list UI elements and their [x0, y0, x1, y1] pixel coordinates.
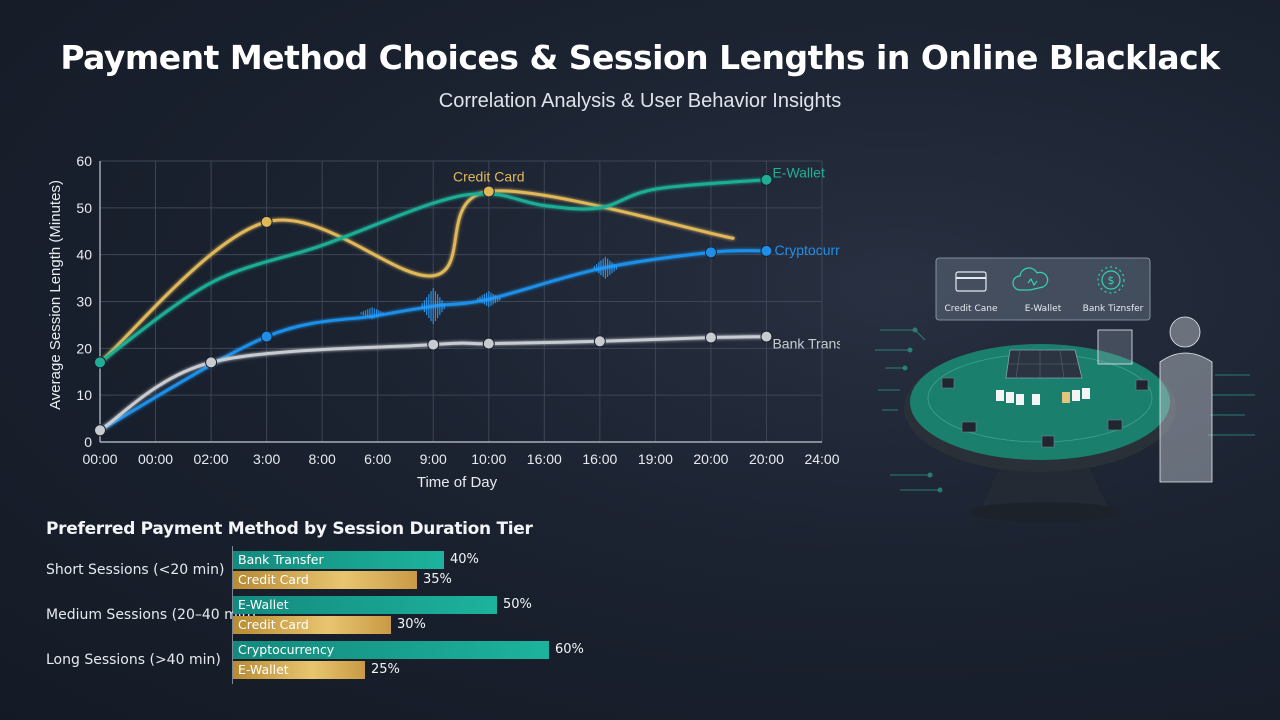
page-subtitle: Correlation Analysis & User Behavior Ins…	[438, 90, 842, 112]
svg-text:$: $	[1108, 274, 1115, 287]
y-axis-label: Average Session Length (Minutes)	[47, 180, 64, 410]
data-point-cryptocurrency	[760, 244, 773, 257]
y-tick-label: 10	[76, 387, 92, 403]
playing-cards	[996, 388, 1090, 405]
bar-method-label: E-Wallet	[238, 597, 289, 612]
avatar-figure	[1097, 316, 1213, 483]
data-point-credit-card	[260, 215, 273, 228]
series-label-bank-transfer: Bank Transfer	[772, 336, 840, 352]
y-tick-label: 50	[76, 200, 92, 216]
y-tick-label: 20	[76, 340, 92, 356]
bar-method-label: Credit Card	[238, 572, 309, 587]
credit-card-icon	[955, 271, 987, 292]
bar-credit-card: Credit Card	[233, 616, 391, 634]
x-tick-label: 16:00	[527, 451, 562, 467]
cloud-wallet-icon	[1012, 267, 1049, 291]
series-label-e-wallet: E-Wallet	[772, 165, 824, 181]
series-label-credit-card: Credit Card	[453, 168, 525, 184]
x-tick-label: 8:00	[309, 451, 336, 467]
data-point-bank-transfer	[593, 335, 606, 348]
tier-label: Short Sessions (<20 min)	[46, 562, 225, 578]
data-point-bank-transfer	[427, 338, 440, 351]
bar-value-label: 60%	[555, 642, 584, 657]
y-tick-label: 0	[84, 434, 92, 450]
x-tick-label: 9:00	[420, 451, 447, 467]
bar-method-label: E-Wallet	[238, 662, 289, 677]
x-axis-label: Time of Day	[417, 474, 498, 491]
bar-chart-title: Preferred Payment Method by Session Dura…	[46, 519, 533, 539]
bank-coin-icon: $	[1097, 266, 1125, 294]
x-tick-label: 24:00	[804, 451, 839, 467]
x-tick-label: 19:00	[638, 451, 673, 467]
series-line-cryptocurrency	[98, 249, 768, 432]
x-tick-label: 6:00	[364, 451, 391, 467]
bar-bank-transfer: Bank Transfer	[233, 551, 444, 569]
betting-spots	[941, 377, 1149, 448]
data-point-bank-transfer	[205, 356, 218, 369]
data-point-bank-transfer	[94, 424, 106, 437]
waveform-spike	[477, 291, 501, 308]
chart-grid	[100, 160, 823, 442]
y-tick-label: 30	[76, 294, 92, 310]
payment-methods-panel	[935, 257, 1151, 321]
data-point-credit-card	[482, 185, 495, 198]
chart-markers	[94, 173, 773, 437]
bar-value-label: 25%	[371, 662, 400, 677]
blackjack-table-illustration: $ Credit Cane E-Wallet Bank Tiznsfer	[875, 257, 1255, 522]
data-point-e-wallet	[94, 356, 106, 369]
bar-chart-axis	[232, 546, 233, 684]
bar-e-wallet: E-Wallet	[233, 596, 497, 614]
chart-waveform-decoration	[360, 256, 617, 325]
data-point-bank-transfer	[482, 337, 495, 350]
panel-label-credit: Credit Cane	[945, 304, 998, 314]
panel-label-ewallet: E-Wallet	[1025, 304, 1062, 314]
data-point-e-wallet	[760, 173, 773, 186]
tier-label: Long Sessions (>40 min)	[46, 652, 221, 668]
data-point-bank-transfer	[760, 330, 773, 343]
bar-value-label: 40%	[450, 552, 479, 567]
bar-credit-card: Credit Card	[233, 571, 417, 589]
series-line-credit-card	[98, 189, 735, 364]
dealer-screen	[1005, 349, 1083, 379]
session-length-line-chart: 0 10 20 30 40 50 60 00:00 00:00 02:00 3:00 8:00 6:00…	[47, 153, 840, 491]
x-tick-label: 20:00	[749, 451, 784, 467]
bar-method-label: Bank Transfer	[238, 552, 324, 567]
waveform-spike	[593, 256, 617, 279]
bar-method-label: Credit Card	[238, 617, 309, 632]
bar-cryptocurrency: Cryptocurrency	[233, 641, 549, 659]
chart-series-labels: Credit Card E-Wallet Cryptocurrency Bank Tr…	[453, 165, 840, 352]
bar-method-label: Cryptocurrency	[238, 642, 335, 657]
y-tick-label: 60	[76, 153, 92, 169]
y-tick-label: 40	[76, 247, 92, 263]
x-tick-label: 3:00	[253, 451, 280, 467]
data-point-cryptocurrency	[704, 246, 717, 259]
circuit-lines	[875, 327, 1255, 493]
series-line-e-wallet	[98, 178, 768, 364]
x-tick-label: 20:00	[693, 451, 728, 467]
page-title: Payment Method Choices & Session Lengths…	[60, 38, 1220, 77]
x-tick-label: 16:00	[582, 451, 617, 467]
bar-value-label: 50%	[503, 597, 532, 612]
chart-axes: 0 10 20 30 40 50 60 00:00 00:00 02:00 3:00 8:00 6:00…	[76, 153, 839, 467]
waveform-spike	[421, 288, 445, 325]
x-tick-label: 00:00	[138, 451, 173, 467]
tier-label: Medium Sessions (20–40 min)	[46, 607, 256, 623]
data-point-cryptocurrency	[260, 330, 273, 343]
bar-value-label: 30%	[397, 617, 426, 632]
bar-e-wallet: E-Wallet	[233, 661, 365, 679]
x-tick-label: 10:00	[471, 451, 506, 467]
x-tick-label: 02:00	[194, 451, 229, 467]
data-point-bank-transfer	[704, 331, 717, 344]
series-label-cryptocurrency: Cryptocurrency	[774, 242, 840, 258]
panel-label-bank: Bank Tiznsfer	[1083, 304, 1144, 314]
waveform-spike	[360, 307, 384, 320]
bar-value-label: 35%	[423, 572, 452, 587]
x-tick-label: 00:00	[82, 451, 117, 467]
table-base	[970, 465, 1120, 522]
